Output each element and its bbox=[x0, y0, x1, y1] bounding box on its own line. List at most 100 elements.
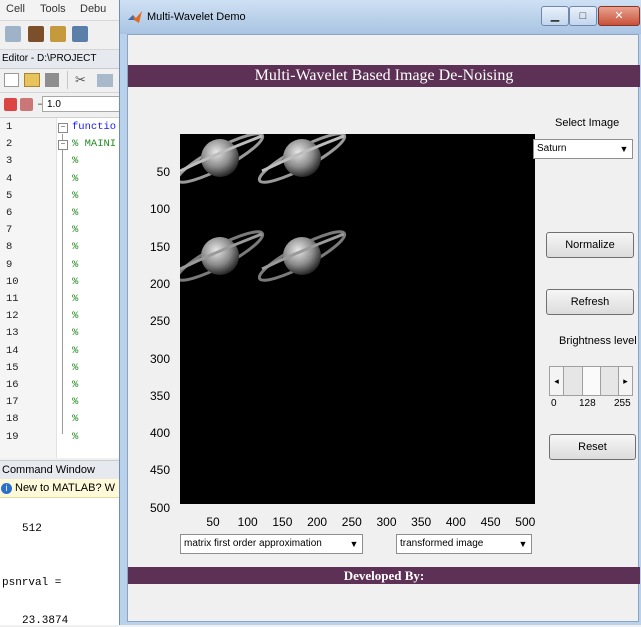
fold-toggle-icon[interactable]: − bbox=[58, 123, 68, 133]
reset-button[interactable]: Reset bbox=[549, 434, 636, 460]
y-tick-label: 300 bbox=[149, 351, 170, 366]
menu-tools[interactable]: Tools bbox=[40, 3, 66, 15]
close-button[interactable]: ✕ bbox=[598, 6, 640, 26]
maximize-button[interactable]: □ bbox=[569, 6, 597, 26]
code-text: % bbox=[72, 189, 79, 202]
y-tick-label: 50 bbox=[156, 165, 170, 179]
footer-text: Developed By: bbox=[343, 568, 425, 583]
figure-title-bar[interactable]: Multi-Wavelet Demo ▁ □ ✕ bbox=[120, 0, 641, 34]
code-line[interactable]: 3% bbox=[0, 155, 125, 172]
brightness-slider[interactable]: ◂ ▸ bbox=[549, 366, 633, 396]
chevron-down-icon: ▼ bbox=[518, 539, 528, 549]
transform-dropdown[interactable]: transformed image ▼ bbox=[396, 534, 532, 554]
new-to-matlab-bar[interactable]: i New to MATLAB? W bbox=[0, 479, 125, 498]
editor-toolbar: ✂ bbox=[0, 69, 125, 93]
image-axes[interactable] bbox=[175, 132, 535, 504]
slider-thumb[interactable] bbox=[581, 367, 601, 395]
menu-debug[interactable]: Debu bbox=[80, 3, 107, 15]
heading-text: Multi-Wavelet Based Image De-Noising bbox=[254, 67, 514, 84]
save-icon[interactable] bbox=[45, 73, 59, 87]
code-text: % bbox=[72, 379, 79, 391]
editor-cell-toolbar: – 1.0 bbox=[0, 93, 125, 118]
x-tick-label: 100 bbox=[237, 515, 258, 529]
toolbar-divider bbox=[67, 71, 68, 89]
new-file-icon[interactable] bbox=[4, 73, 19, 87]
x-tick-label: 300 bbox=[376, 515, 397, 529]
insert-cell-icon[interactable] bbox=[4, 98, 17, 111]
code-text: % bbox=[72, 207, 79, 219]
line-number: 6 bbox=[6, 207, 13, 219]
figure-client-area: Multi-Wavelet Based Image De-Noising 50 1… bbox=[127, 34, 640, 622]
cmd-output-var: psnrval = bbox=[2, 577, 62, 589]
saturn-tile-2 bbox=[257, 132, 347, 184]
code-line[interactable]: 6% bbox=[0, 207, 125, 224]
y-tick-label: 250 bbox=[149, 314, 170, 329]
saturn-image bbox=[175, 132, 347, 282]
normalize-button[interactable]: Normalize bbox=[546, 232, 634, 258]
line-number: 3 bbox=[6, 155, 13, 168]
code-line[interactable]: 17% bbox=[0, 396, 125, 413]
maximize-icon: □ bbox=[579, 10, 587, 22]
line-number: 7 bbox=[6, 224, 13, 237]
code-text: % bbox=[72, 344, 79, 357]
code-line[interactable]: 15% bbox=[0, 362, 125, 379]
code-text: % bbox=[72, 396, 79, 409]
select-image-dropdown[interactable]: Saturn ▼ bbox=[533, 139, 633, 159]
code-text: % bbox=[72, 258, 79, 271]
slider-left-arrow-icon[interactable]: ◂ bbox=[550, 367, 564, 395]
fold-toggle-icon[interactable]: − bbox=[58, 140, 68, 151]
menu-cell[interactable]: Cell bbox=[6, 3, 25, 15]
minimize-button[interactable]: ▁ bbox=[541, 6, 569, 26]
select-image-value: Saturn bbox=[537, 143, 567, 154]
undo-icon[interactable] bbox=[5, 26, 21, 42]
line-number: 12 bbox=[6, 310, 19, 323]
command-window[interactable]: 512 psnrval = 23.3874 bbox=[0, 498, 125, 627]
code-line[interactable]: 14% bbox=[0, 345, 125, 362]
eval-cell-icon[interactable] bbox=[20, 98, 33, 111]
code-line[interactable]: 2 % MAINI − bbox=[0, 138, 125, 155]
code-line[interactable]: 4% bbox=[0, 173, 125, 190]
code-text: % bbox=[72, 310, 79, 323]
code-line[interactable]: 16% bbox=[0, 379, 125, 396]
code-line[interactable]: 13% bbox=[0, 327, 125, 344]
line-number-gutter bbox=[0, 118, 57, 458]
y-tick-label: 450 bbox=[149, 463, 170, 478]
code-text: % bbox=[72, 241, 79, 254]
approximation-dropdown[interactable]: matrix first order approximation ▼ bbox=[180, 534, 363, 554]
x-tick-label: 250 bbox=[341, 515, 362, 529]
guide-icon[interactable] bbox=[50, 26, 66, 42]
code-line[interactable]: 12% bbox=[0, 310, 125, 327]
code-line[interactable]: 18% bbox=[0, 413, 125, 430]
cut-icon[interactable]: ✂ bbox=[75, 72, 86, 87]
code-line[interactable]: 9% bbox=[0, 259, 125, 276]
code-text: functio bbox=[72, 121, 117, 133]
select-image-label: Select Image bbox=[555, 117, 620, 129]
copy-icon[interactable] bbox=[97, 74, 113, 87]
profiler-icon[interactable] bbox=[72, 26, 88, 42]
refresh-button[interactable]: Refresh bbox=[546, 289, 634, 315]
command-window-title: Command Window bbox=[0, 460, 127, 480]
code-line[interactable]: 1 functio − bbox=[0, 121, 125, 138]
code-line[interactable]: 19% bbox=[0, 431, 125, 448]
simulink-icon[interactable] bbox=[28, 26, 44, 42]
slider-max-label: 255 bbox=[614, 398, 631, 409]
x-tick-label: 50 bbox=[206, 515, 220, 529]
line-number: 19 bbox=[6, 430, 19, 443]
code-line[interactable]: 10% bbox=[0, 276, 125, 293]
code-editor[interactable]: 1 functio −2% MAINI −3% 4% 5% 6% 7% 8% 9% 10% 11% 12… bbox=[0, 118, 125, 458]
line-number: 9 bbox=[6, 258, 13, 271]
cell-increment-input[interactable]: 1.0 bbox=[42, 96, 120, 112]
code-line[interactable]: 8% bbox=[0, 241, 125, 258]
open-folder-icon[interactable] bbox=[24, 73, 40, 87]
code-text: % MAINI bbox=[72, 138, 117, 151]
slider-right-arrow-icon[interactable]: ▸ bbox=[618, 367, 632, 395]
minus-icon[interactable]: – bbox=[38, 98, 44, 110]
info-icon: i bbox=[1, 482, 12, 494]
line-number: 17 bbox=[6, 396, 19, 409]
x-tick-label: 400 bbox=[445, 515, 466, 529]
code-line[interactable]: 11% bbox=[0, 293, 125, 310]
close-icon: ✕ bbox=[614, 10, 624, 22]
code-line[interactable]: 7% bbox=[0, 224, 125, 241]
code-line[interactable]: 5% bbox=[0, 190, 125, 207]
line-number: 18 bbox=[6, 413, 19, 426]
